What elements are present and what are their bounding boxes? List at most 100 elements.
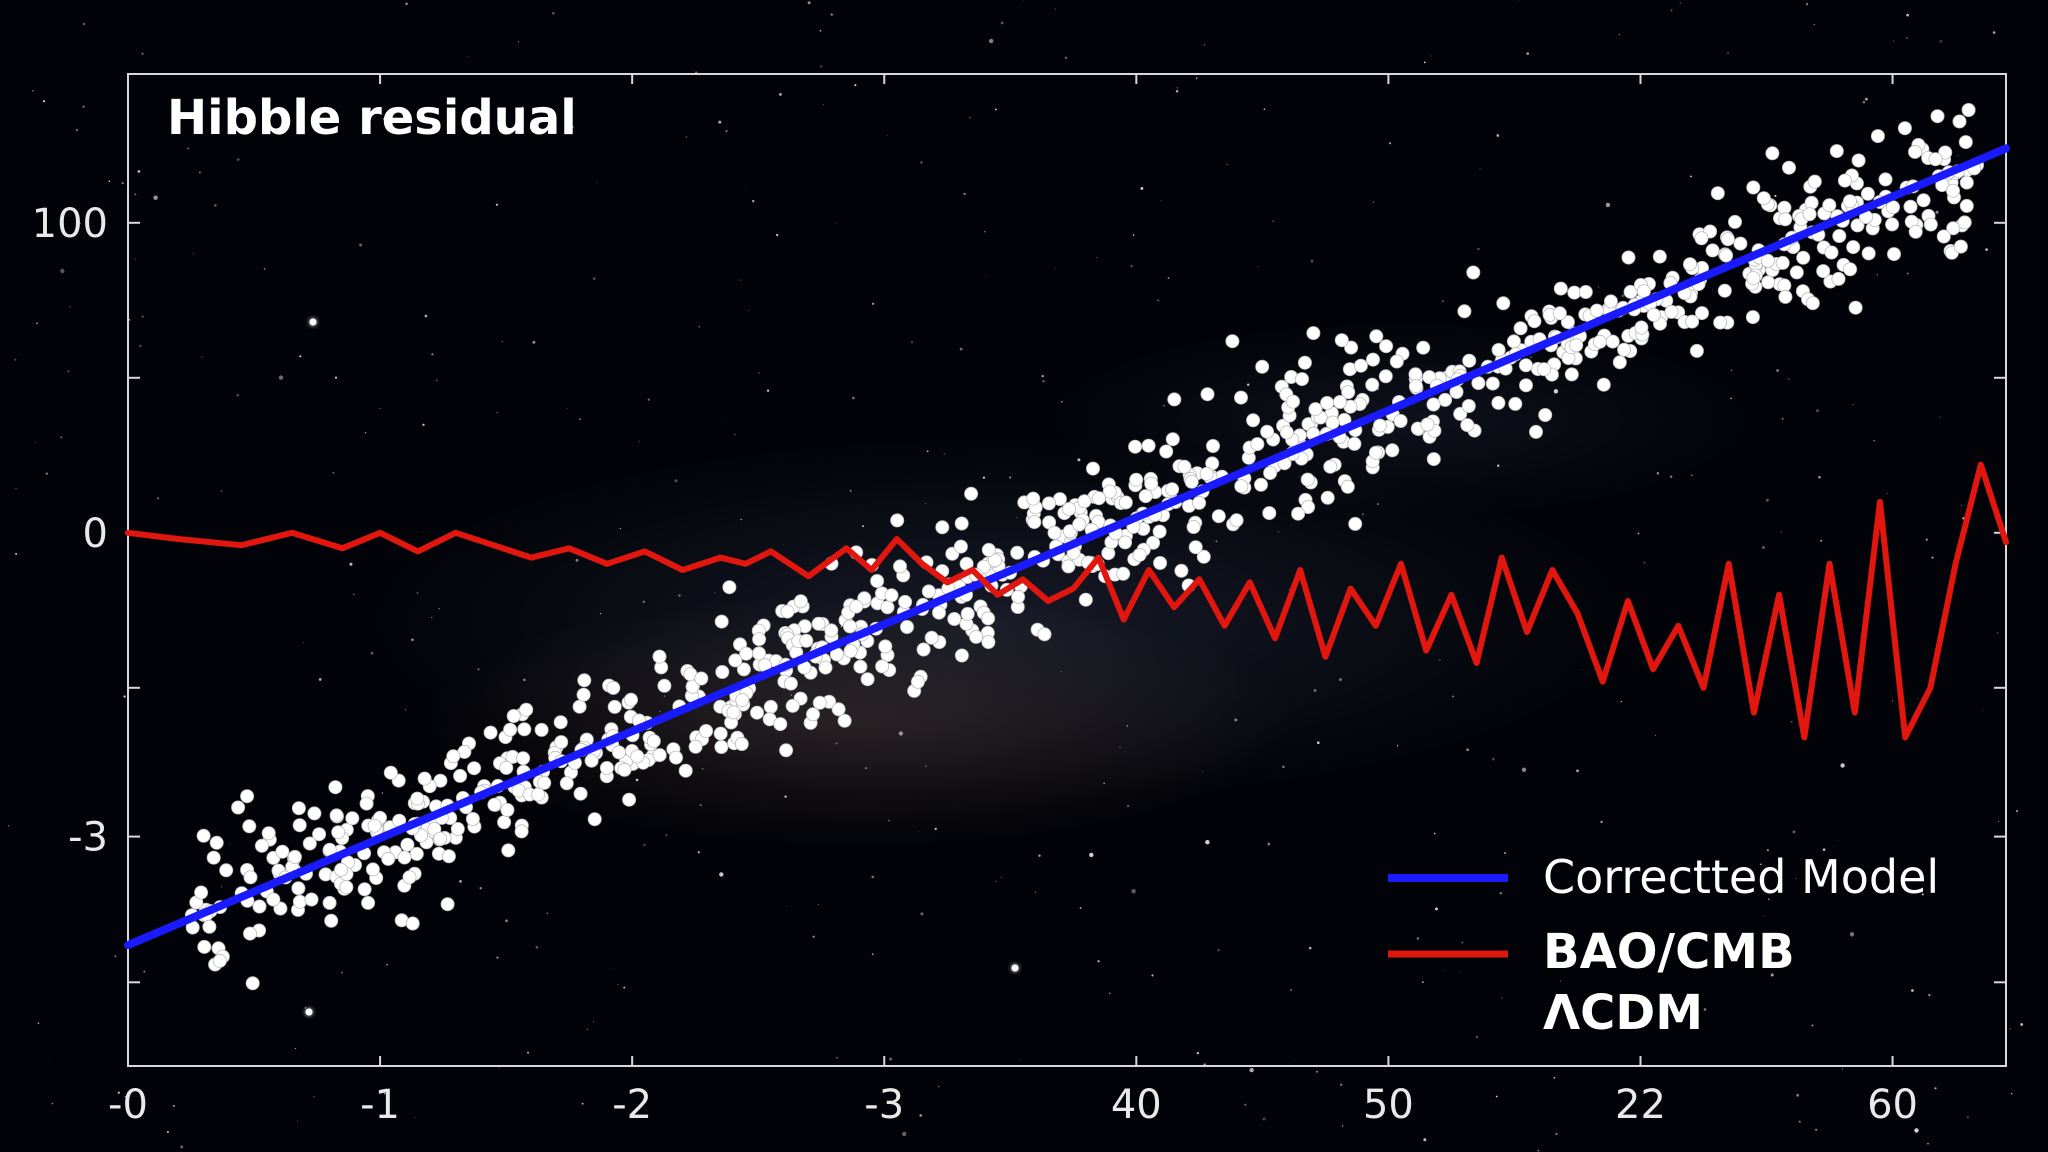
scatter-point	[531, 787, 546, 802]
scatter-point	[467, 761, 482, 776]
star	[1079, 907, 1082, 909]
scatter-point	[1908, 224, 1923, 239]
star	[1921, 893, 1924, 896]
scatter-point	[1091, 491, 1106, 506]
scatter-point	[1860, 186, 1875, 201]
scatter-point	[1037, 627, 1052, 642]
scatter-point	[1717, 283, 1732, 298]
star	[523, 678, 526, 682]
star	[1960, 504, 1962, 506]
star	[1461, 941, 1464, 944]
scatter-point	[1807, 174, 1822, 189]
scatter-point	[685, 679, 700, 694]
star	[1298, 475, 1300, 477]
star	[1000, 876, 1002, 878]
star	[1555, 1132, 1558, 1136]
star	[364, 431, 367, 434]
scatter-point	[1408, 367, 1423, 382]
star	[820, 65, 823, 68]
star	[830, 13, 833, 16]
star	[1934, 1087, 1937, 1090]
star	[341, 971, 343, 974]
y-tick-label: 100	[32, 201, 108, 247]
scatter-point	[1320, 490, 1335, 505]
star	[47, 1057, 49, 1058]
star	[143, 970, 146, 973]
scatter-point	[1192, 495, 1207, 510]
star	[1316, 1070, 1319, 1073]
star	[751, 199, 755, 203]
scatter-point	[1683, 257, 1698, 272]
scatter-point	[1733, 236, 1748, 251]
scatter-point	[1291, 506, 1306, 521]
star	[1865, 97, 1868, 101]
star	[1495, 1095, 1498, 1098]
scatter-point	[779, 743, 794, 758]
star	[1310, 259, 1314, 263]
star	[1430, 55, 1432, 57]
star	[1339, 678, 1342, 681]
star	[835, 222, 836, 224]
star	[467, 56, 469, 58]
scatter-point	[331, 825, 346, 840]
star	[156, 497, 160, 500]
star	[14, 358, 17, 361]
scatter-point	[219, 863, 234, 878]
star	[1690, 474, 1693, 477]
scatter-point	[206, 850, 221, 865]
scatter-point	[860, 672, 875, 687]
star	[2009, 1028, 2011, 1030]
star	[527, 1051, 530, 1054]
scatter-point	[1011, 589, 1026, 604]
star	[886, 134, 889, 136]
star	[1931, 556, 1934, 559]
scatter-point	[367, 818, 382, 833]
scatter-point	[1426, 397, 1441, 412]
scatter-point	[1843, 262, 1858, 277]
scatter-point	[1165, 432, 1180, 447]
scatter-point	[287, 849, 302, 864]
star	[925, 503, 926, 505]
scatter-point	[577, 673, 592, 688]
star	[1247, 383, 1250, 386]
star	[1435, 907, 1438, 911]
star	[1167, 277, 1170, 279]
scatter-point	[960, 606, 975, 621]
scatter-point	[1897, 121, 1912, 136]
scatter-point	[1870, 129, 1885, 144]
star	[1433, 832, 1436, 835]
scatter-point	[736, 662, 751, 677]
scatter-point	[1634, 320, 1649, 335]
star	[1822, 848, 1826, 851]
scatter-point	[402, 870, 417, 885]
star	[849, 489, 852, 492]
bright-star	[309, 318, 317, 326]
star	[579, 418, 582, 421]
star	[617, 983, 619, 986]
scatter-point	[517, 722, 532, 737]
scatter-point	[1778, 212, 1793, 227]
scatter-point	[780, 604, 795, 619]
star	[1384, 1069, 1386, 1070]
star	[1009, 476, 1012, 479]
star	[995, 880, 997, 883]
star	[605, 828, 607, 830]
star	[1226, 164, 1228, 166]
star	[766, 389, 770, 392]
scatter-point	[921, 584, 936, 599]
star	[1205, 840, 1210, 845]
star	[725, 129, 728, 133]
scatter-point	[1538, 407, 1553, 422]
star	[1089, 852, 1094, 858]
star	[1438, 658, 1441, 661]
star	[600, 613, 602, 615]
star	[1246, 598, 1248, 600]
star	[889, 1057, 893, 1061]
star	[213, 204, 217, 207]
scatter-point	[954, 648, 969, 663]
scatter-point	[1710, 186, 1725, 201]
star	[1618, 33, 1620, 36]
scatter-point	[916, 642, 931, 657]
star	[854, 83, 857, 87]
scatter-point	[1323, 459, 1338, 474]
